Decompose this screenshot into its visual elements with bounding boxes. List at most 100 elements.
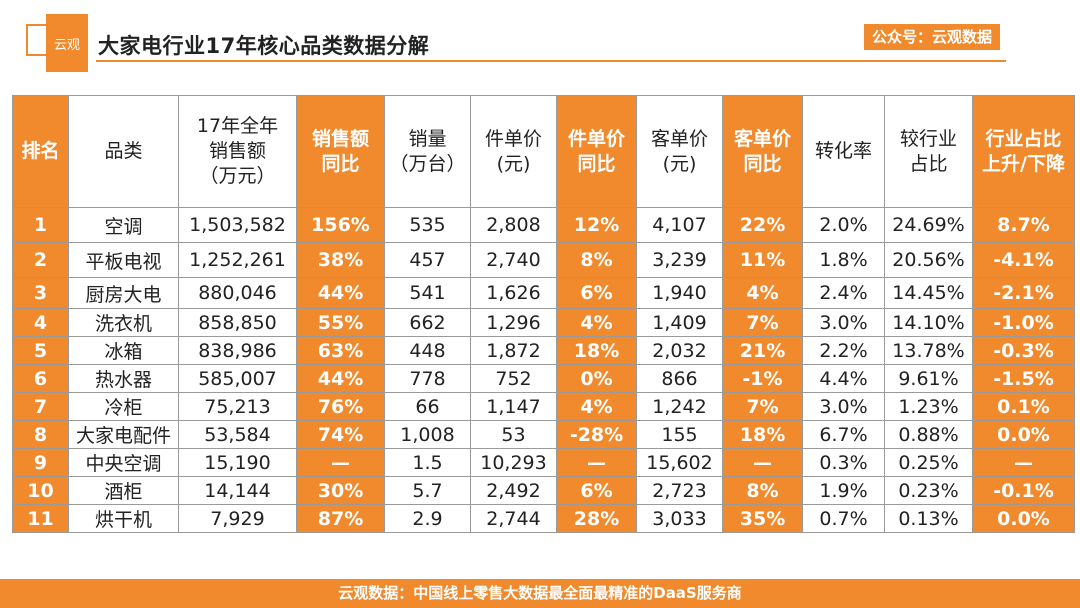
- cell-share-change: -2.1%: [972, 277, 1075, 309]
- cell-order-price: 2,723: [636, 476, 723, 505]
- cell-sales: 1,503,582: [178, 207, 297, 243]
- cell-sales: 858,850: [178, 308, 297, 337]
- cell-unit-price-yoy: 6%: [556, 476, 637, 505]
- cell-order-price: 4,107: [636, 207, 723, 243]
- cell-sales-yoy: —: [296, 448, 385, 477]
- col-header-share: 较行业 占比: [884, 95, 973, 208]
- cell-rank: 3: [12, 277, 69, 309]
- cell-category: 冰箱: [68, 336, 179, 365]
- cell-share: 14.45%: [884, 277, 973, 309]
- col-header-order-price: 客单价 (元): [636, 95, 723, 208]
- table-row: 9 中央空调 15,190—1.5 10,293—15,602—0.3% 0.25% —: [12, 448, 1075, 477]
- cell-share-change: 0.0%: [972, 504, 1075, 533]
- cell-category: 厨房大电: [68, 277, 179, 309]
- cell-volume: 457: [384, 242, 471, 278]
- cell-conversion: 2.2%: [802, 336, 885, 365]
- category-data-table: 排名 品类 17年全年 销售额 （万元） 销售额 同比 销量 （万台） 件单价 (元) 件…: [12, 95, 1075, 533]
- logo: 云观: [46, 14, 88, 72]
- data-table-container: 排名 品类 17年全年 销售额 （万元） 销售额 同比 销量 （万台） 件单价 (元) 件…: [12, 95, 1075, 533]
- cell-volume: 662: [384, 308, 471, 337]
- cell-sales-yoy: 44%: [296, 364, 385, 393]
- col-header-unit-price: 件单价 (元): [470, 95, 557, 208]
- cell-unit-price: 53: [470, 420, 557, 449]
- cell-unit-price-yoy: 6%: [556, 277, 637, 309]
- col-header-sales-yoy: 销售额 同比: [296, 95, 385, 208]
- table-row: 3 厨房大电 880,046 44% 541 1,626 6% 1,940 4% 2.4% 14.4…: [12, 277, 1075, 309]
- cell-order-price-yoy: 21%: [722, 336, 803, 365]
- cell-unit-price-yoy: —: [556, 448, 637, 477]
- cell-category: 平板电视: [68, 242, 179, 278]
- page-title: 大家电行业17年核心品类数据分解: [98, 34, 430, 58]
- cell-volume: 448: [384, 336, 471, 365]
- table-row: 5 冰箱 838,986 63% 448 1,872 18% 2,032 21% 2.2% 13.7…: [12, 336, 1075, 365]
- cell-volume: 66: [384, 392, 471, 421]
- cell-sales: 53,584: [178, 420, 297, 449]
- cell-unit-price-yoy: 4%: [556, 392, 637, 421]
- cell-share: 0.88%: [884, 420, 973, 449]
- cell-rank: 8: [12, 420, 69, 449]
- cell-unit-price-yoy: 0%: [556, 364, 637, 393]
- cell-unit-price: 2,740: [470, 242, 557, 278]
- cell-share-change: 0.1%: [972, 392, 1075, 421]
- cell-unit-price: 1,296: [470, 308, 557, 337]
- cell-sales: 7,929: [178, 504, 297, 533]
- cell-rank: 1: [12, 207, 69, 243]
- col-header-volume: 销量 （万台）: [384, 95, 471, 208]
- cell-share: 24.69%: [884, 207, 973, 243]
- cell-sales: 75,213: [178, 392, 297, 421]
- cell-unit-price-yoy: 28%: [556, 504, 637, 533]
- cell-unit-price-yoy: 12%: [556, 207, 637, 243]
- cell-sales: 838,986: [178, 336, 297, 365]
- cell-sales: 880,046: [178, 277, 297, 309]
- cell-sales-yoy: 55%: [296, 308, 385, 337]
- cell-category: 空调: [68, 207, 179, 243]
- cell-unit-price-yoy: -28%: [556, 420, 637, 449]
- table-row: 10 酒柜 14,144 30% 5.7 2,492 6% 2,723 8% 1.9% 0.23% -…: [12, 476, 1075, 505]
- cell-share-change: -1.5%: [972, 364, 1075, 393]
- cell-sales-yoy: 30%: [296, 476, 385, 505]
- cell-volume: 1.5: [384, 448, 471, 477]
- table-row: 7 冷柜 75,213 76% 66 1,147 4% 1,242 7% 3.0% 1.23% 0.1…: [12, 392, 1075, 421]
- cell-volume: 1,008: [384, 420, 471, 449]
- cell-share: 20.56%: [884, 242, 973, 278]
- cell-order-price-yoy: 7%: [722, 308, 803, 337]
- cell-sales-yoy: 76%: [296, 392, 385, 421]
- cell-sales-yoy: 44%: [296, 277, 385, 309]
- cell-category: 冷柜: [68, 392, 179, 421]
- cell-rank: 2: [12, 242, 69, 278]
- cell-unit-price: 2,808: [470, 207, 557, 243]
- cell-category: 洗衣机: [68, 308, 179, 337]
- cell-share-change: -0.3%: [972, 336, 1075, 365]
- cell-rank: 10: [12, 476, 69, 505]
- col-header-share-change: 行业占比 上升/下降: [972, 95, 1075, 208]
- cell-volume: 5.7: [384, 476, 471, 505]
- cell-unit-price: 1,872: [470, 336, 557, 365]
- cell-share-change: -1.0%: [972, 308, 1075, 337]
- cell-share-change: -0.1%: [972, 476, 1075, 505]
- cell-order-price-yoy: 7%: [722, 392, 803, 421]
- cell-conversion: 3.0%: [802, 308, 885, 337]
- cell-conversion: 0.7%: [802, 504, 885, 533]
- cell-order-price: 866: [636, 364, 723, 393]
- cell-volume: 2.9: [384, 504, 471, 533]
- cell-conversion: 2.0%: [802, 207, 885, 243]
- cell-unit-price-yoy: 4%: [556, 308, 637, 337]
- cell-volume: 778: [384, 364, 471, 393]
- table-row: 1 空调 1,503,582 156% 535 2,808 12% 4,107 22% 2.0% 2…: [12, 207, 1075, 243]
- col-header-conversion: 转化率: [802, 95, 885, 208]
- cell-order-price: 1,409: [636, 308, 723, 337]
- cell-order-price: 3,239: [636, 242, 723, 278]
- cell-category: 酒柜: [68, 476, 179, 505]
- cell-rank: 7: [12, 392, 69, 421]
- table-body: 1 空调 1,503,582 156% 535 2,808 12% 4,107 22% 2.0% 2…: [12, 207, 1075, 533]
- cell-unit-price: 10,293: [470, 448, 557, 477]
- col-header-order-price-yoy: 客单价 同比: [722, 95, 803, 208]
- cell-unit-price: 2,492: [470, 476, 557, 505]
- table-row: 8 大家电配件 53,584 74% 1,008 53 -28% 155 18% 6.7% 0.88…: [12, 420, 1075, 449]
- cell-share: 0.23%: [884, 476, 973, 505]
- cell-unit-price-yoy: 18%: [556, 336, 637, 365]
- cell-sales-yoy: 63%: [296, 336, 385, 365]
- cell-order-price-yoy: 35%: [722, 504, 803, 533]
- cell-sales-yoy: 156%: [296, 207, 385, 243]
- cell-order-price: 3,033: [636, 504, 723, 533]
